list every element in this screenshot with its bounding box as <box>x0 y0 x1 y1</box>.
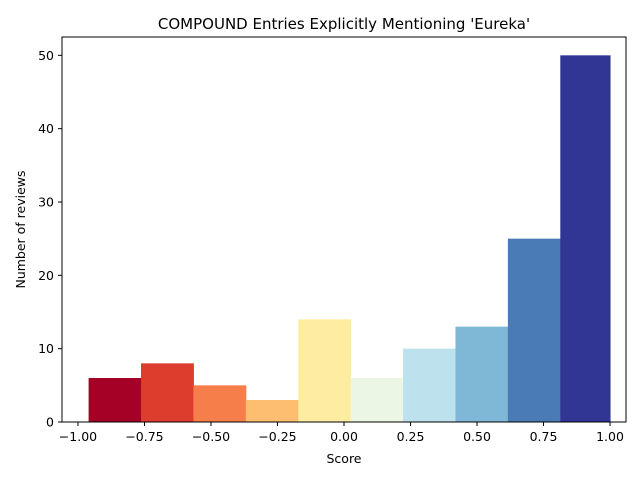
histogram-bar <box>298 319 352 422</box>
x-axis-label: Score <box>326 451 361 466</box>
histogram-bar <box>403 348 456 422</box>
x-axis-ticks: −1.00 −0.75 −0.50 −0.25 0.00 0.25 0.50 0.75 1.00 <box>59 422 624 444</box>
x-tick-label: −0.50 <box>192 429 230 444</box>
histogram-bar <box>193 385 247 422</box>
y-tick-label: 40 <box>38 121 54 136</box>
histogram-bar <box>507 238 561 422</box>
histogram-bar <box>350 378 404 422</box>
histogram-bar <box>88 378 142 422</box>
histogram-bar <box>560 55 611 422</box>
x-tick-label: −0.75 <box>125 429 163 444</box>
chart-title: COMPOUND Entries Explicitly Mentioning '… <box>158 15 530 33</box>
y-axis-ticks: 0 10 20 30 40 50 <box>38 48 62 430</box>
y-tick-label: 10 <box>38 341 54 356</box>
x-tick-label: −1.00 <box>59 429 97 444</box>
x-tick-label: 0.75 <box>530 429 558 444</box>
histogram-bar <box>141 363 194 422</box>
histogram-bar <box>245 400 299 422</box>
x-tick-label: 0.50 <box>463 429 491 444</box>
x-tick-label: −0.25 <box>258 429 296 444</box>
x-tick-label: 0.25 <box>397 429 425 444</box>
y-tick-label: 20 <box>38 268 54 283</box>
x-tick-label: 0.00 <box>330 429 358 444</box>
y-tick-label: 30 <box>38 195 54 210</box>
histogram-bar <box>455 326 509 422</box>
y-tick-label: 0 <box>46 415 54 430</box>
y-axis-label: Number of reviews <box>13 170 28 288</box>
x-tick-label: 1.00 <box>596 429 624 444</box>
bars-layer <box>88 55 611 422</box>
y-tick-label: 50 <box>38 48 54 63</box>
